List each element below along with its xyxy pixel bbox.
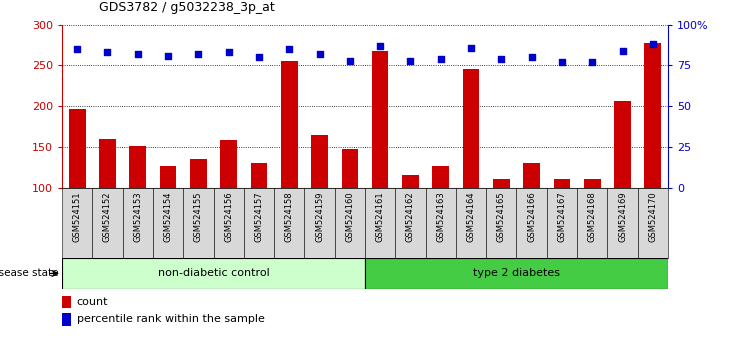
Bar — [190, 159, 207, 269]
Point — [496, 56, 507, 62]
Text: GDS3782 / g5032238_3p_at: GDS3782 / g5032238_3p_at — [99, 1, 274, 14]
Text: GSM524156: GSM524156 — [224, 191, 233, 242]
Bar — [304, 188, 335, 258]
Bar — [129, 146, 146, 269]
Text: GSM524152: GSM524152 — [103, 191, 112, 242]
Bar — [365, 188, 396, 258]
Bar — [577, 188, 607, 258]
Bar — [493, 179, 510, 269]
Bar — [523, 163, 540, 269]
Bar — [486, 188, 517, 258]
Point — [283, 46, 295, 52]
Bar — [153, 188, 183, 258]
Bar — [311, 135, 328, 269]
Text: GSM524167: GSM524167 — [558, 191, 566, 242]
Text: GSM524161: GSM524161 — [376, 191, 385, 242]
Text: GSM524165: GSM524165 — [497, 191, 506, 242]
Text: GSM524163: GSM524163 — [437, 191, 445, 242]
Bar — [62, 313, 72, 326]
Bar — [160, 166, 177, 269]
Point — [193, 51, 204, 57]
Bar — [342, 149, 358, 269]
Bar — [274, 188, 304, 258]
Text: disease state: disease state — [0, 268, 58, 279]
Bar — [365, 258, 668, 289]
Point — [132, 51, 144, 57]
Bar — [614, 101, 631, 269]
Point — [101, 50, 113, 55]
Point — [374, 43, 386, 49]
Text: type 2 diabetes: type 2 diabetes — [473, 268, 560, 279]
Text: GSM524166: GSM524166 — [527, 191, 536, 242]
Bar — [93, 188, 123, 258]
Point — [253, 55, 265, 60]
Text: non-diabetic control: non-diabetic control — [158, 268, 269, 279]
Bar — [638, 188, 668, 258]
Text: GSM524154: GSM524154 — [164, 191, 172, 242]
Bar — [214, 188, 244, 258]
Text: GSM524160: GSM524160 — [345, 191, 354, 242]
Bar — [183, 188, 214, 258]
Point — [344, 58, 356, 63]
Point — [586, 59, 598, 65]
Point — [223, 50, 234, 55]
Point — [526, 55, 537, 60]
Bar — [396, 188, 426, 258]
Text: GSM524170: GSM524170 — [648, 191, 657, 242]
Bar — [62, 188, 93, 258]
Bar — [69, 109, 85, 269]
Bar — [335, 188, 365, 258]
Bar — [250, 163, 267, 269]
Bar — [62, 296, 72, 308]
Bar — [607, 188, 638, 258]
Bar — [456, 188, 486, 258]
Bar — [123, 188, 153, 258]
Bar — [432, 166, 449, 269]
Text: GSM524159: GSM524159 — [315, 191, 324, 242]
Bar — [517, 188, 547, 258]
Point — [647, 41, 658, 47]
Bar — [426, 188, 456, 258]
Text: GSM524169: GSM524169 — [618, 191, 627, 242]
Text: GSM524162: GSM524162 — [406, 191, 415, 242]
Bar — [99, 139, 116, 269]
Text: GSM524168: GSM524168 — [588, 191, 596, 242]
Bar — [553, 179, 570, 269]
Bar — [244, 188, 274, 258]
Text: count: count — [77, 297, 108, 307]
Point — [556, 59, 568, 65]
Point — [162, 53, 174, 58]
Bar — [281, 62, 298, 269]
Bar — [463, 69, 480, 269]
Text: GSM524151: GSM524151 — [73, 191, 82, 242]
Text: percentile rank within the sample: percentile rank within the sample — [77, 314, 264, 324]
Bar — [547, 188, 577, 258]
Point — [465, 45, 477, 50]
Bar — [645, 43, 661, 269]
Point — [72, 46, 83, 52]
Text: GSM524157: GSM524157 — [255, 191, 264, 242]
Point — [404, 58, 416, 63]
Text: GSM524153: GSM524153 — [134, 191, 142, 242]
Point — [314, 51, 326, 57]
Bar — [372, 51, 388, 269]
Bar — [584, 179, 601, 269]
Bar — [402, 176, 419, 269]
Text: GSM524155: GSM524155 — [194, 191, 203, 242]
Text: GSM524164: GSM524164 — [466, 191, 475, 242]
Bar — [220, 141, 237, 269]
Point — [617, 48, 629, 54]
Bar — [62, 258, 365, 289]
Point — [435, 56, 447, 62]
Text: GSM524158: GSM524158 — [285, 191, 293, 242]
